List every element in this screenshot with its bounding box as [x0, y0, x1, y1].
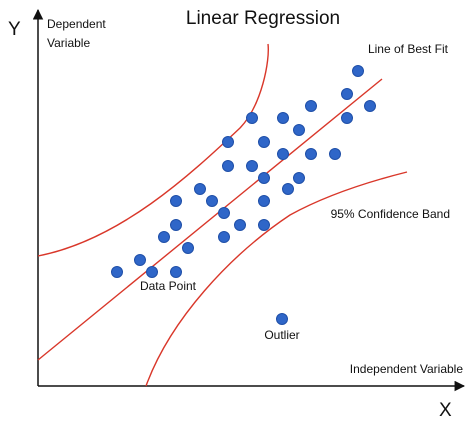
data-point [222, 160, 234, 172]
data-point [293, 172, 305, 184]
data-point [234, 219, 246, 231]
best-fit-label: Line of Best Fit [368, 42, 449, 56]
confidence-band-lower [145, 171, 408, 387]
data-point [158, 231, 170, 243]
x-axis-letter: X [439, 400, 452, 421]
data-point [182, 242, 194, 254]
data-point [329, 148, 341, 160]
data-point [170, 219, 182, 231]
data-point [258, 195, 270, 207]
data-point [146, 266, 158, 278]
data-point-label: Data Point [140, 279, 197, 293]
data-point [364, 100, 376, 112]
y-axis-label-line1: Dependent [47, 17, 106, 31]
data-point [111, 266, 123, 278]
data-point [170, 266, 182, 278]
data-point [293, 124, 305, 136]
data-point [222, 136, 234, 148]
data-point [246, 160, 258, 172]
y-axis-label-line2: Variable [47, 36, 90, 50]
confidence-band-upper [37, 43, 269, 257]
data-point [277, 148, 289, 160]
data-point [258, 172, 270, 184]
data-point [170, 195, 182, 207]
outlier-label: Outlier [264, 328, 299, 342]
data-point [134, 254, 146, 266]
data-point [305, 100, 317, 112]
data-point [341, 112, 353, 124]
data-points [111, 65, 376, 325]
line-of-best-fit [37, 78, 383, 361]
data-point [258, 136, 270, 148]
data-point [352, 65, 364, 77]
data-point [341, 88, 353, 100]
data-point [282, 183, 294, 195]
data-point [206, 195, 218, 207]
data-point [305, 148, 317, 160]
x-axis-label: Independent Variable [350, 362, 464, 376]
diagram-title: Linear Regression [186, 8, 340, 29]
confidence-band-label: 95% Confidence Band [331, 207, 450, 221]
data-point [218, 231, 230, 243]
y-axis-letter: Y [8, 19, 21, 40]
data-point [277, 112, 289, 124]
data-point [218, 207, 230, 219]
data-point [258, 219, 270, 231]
data-point [194, 183, 206, 195]
outlier-point [276, 313, 288, 325]
data-point [246, 112, 258, 124]
